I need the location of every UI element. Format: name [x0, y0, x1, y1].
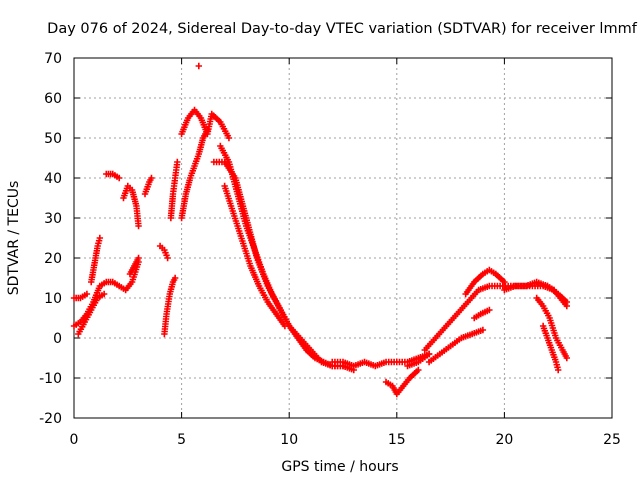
data-point-marker [83, 290, 91, 298]
series-arc-23 [462, 266, 508, 298]
y-tick-label: 60 [44, 91, 62, 107]
series-arc-6 [120, 182, 142, 230]
series-arc-8 [126, 254, 142, 278]
series-arc-17 [221, 182, 289, 330]
x-tick-label: 15 [388, 432, 406, 448]
series-arc-3 [75, 290, 108, 338]
series-arc-9 [156, 242, 171, 262]
series-arc-22 [425, 326, 487, 366]
data-point-marker [174, 158, 181, 166]
data-point-marker [135, 254, 142, 262]
y-axis-label: SDTVAR / TECUs [6, 181, 22, 296]
series-arc-27 [539, 322, 562, 374]
y-tick-label: 10 [44, 291, 62, 307]
series-arc-24 [471, 306, 493, 322]
y-tick-label: 20 [44, 251, 62, 267]
y-tick-label: 30 [44, 211, 62, 227]
chart-title: Day 076 of 2024, Sidereal Day-to-day VTE… [47, 21, 638, 37]
series-arc-21 [421, 282, 558, 354]
series-arc-5 [103, 170, 123, 182]
x-axis-label: GPS time / hours [281, 459, 398, 475]
data-point-marker [115, 174, 123, 182]
data-point-marker [555, 366, 562, 374]
series-arc-11 [167, 158, 181, 222]
series-arc-16 [217, 142, 357, 374]
data-point-marker [425, 350, 433, 358]
data-point-marker [563, 354, 571, 362]
series-arc-25 [501, 278, 571, 306]
series-arc-2 [70, 290, 91, 302]
y-axis-ticks: -20 -10 0 10 20 30 40 50 60 70 [39, 51, 612, 427]
y-tick-label: 40 [44, 171, 62, 187]
data-point-marker [563, 302, 571, 310]
grid-lines [74, 58, 612, 418]
plot-frame [73, 57, 613, 419]
series-arc-26 [533, 294, 571, 362]
data-point-marker [100, 290, 108, 298]
data-point-marker [225, 134, 233, 142]
y-tick-label: 0 [53, 331, 62, 347]
series-arc-19 [382, 366, 422, 398]
x-tick-label: 25 [603, 432, 621, 448]
data-point-marker [281, 322, 289, 330]
data-point-marker [96, 234, 104, 242]
series-arc-12 [178, 126, 211, 222]
y-tick-label: 70 [44, 51, 62, 67]
series-arc-4 [88, 234, 104, 286]
data-point-marker [479, 326, 487, 334]
y-tick-label: -10 [39, 371, 62, 387]
data-point-marker [501, 278, 508, 286]
x-tick-label: 5 [177, 432, 186, 448]
x-tick-label: 10 [280, 432, 298, 448]
data-point-marker [148, 174, 155, 182]
series-arc-10 [161, 274, 179, 338]
data-point-marker [486, 306, 493, 314]
data-point-marker [195, 62, 203, 70]
x-axis-ticks: 0 5 10 15 20 25 [70, 58, 621, 448]
y-tick-label: -20 [39, 411, 62, 427]
x-tick-label: 20 [495, 432, 513, 448]
data-point-marker [415, 366, 422, 374]
series-arc-28 [544, 282, 571, 310]
series-arc-14 [195, 62, 203, 70]
data-point-marker [164, 254, 171, 262]
data-point-marker [135, 222, 142, 230]
y-tick-label: 50 [44, 131, 62, 147]
series-arc-20 [404, 350, 433, 370]
series-arc-7 [141, 174, 155, 198]
data-points [70, 62, 571, 398]
data-point-marker [171, 274, 179, 282]
x-tick-label: 0 [70, 432, 79, 448]
series-arc-13 [178, 106, 233, 142]
